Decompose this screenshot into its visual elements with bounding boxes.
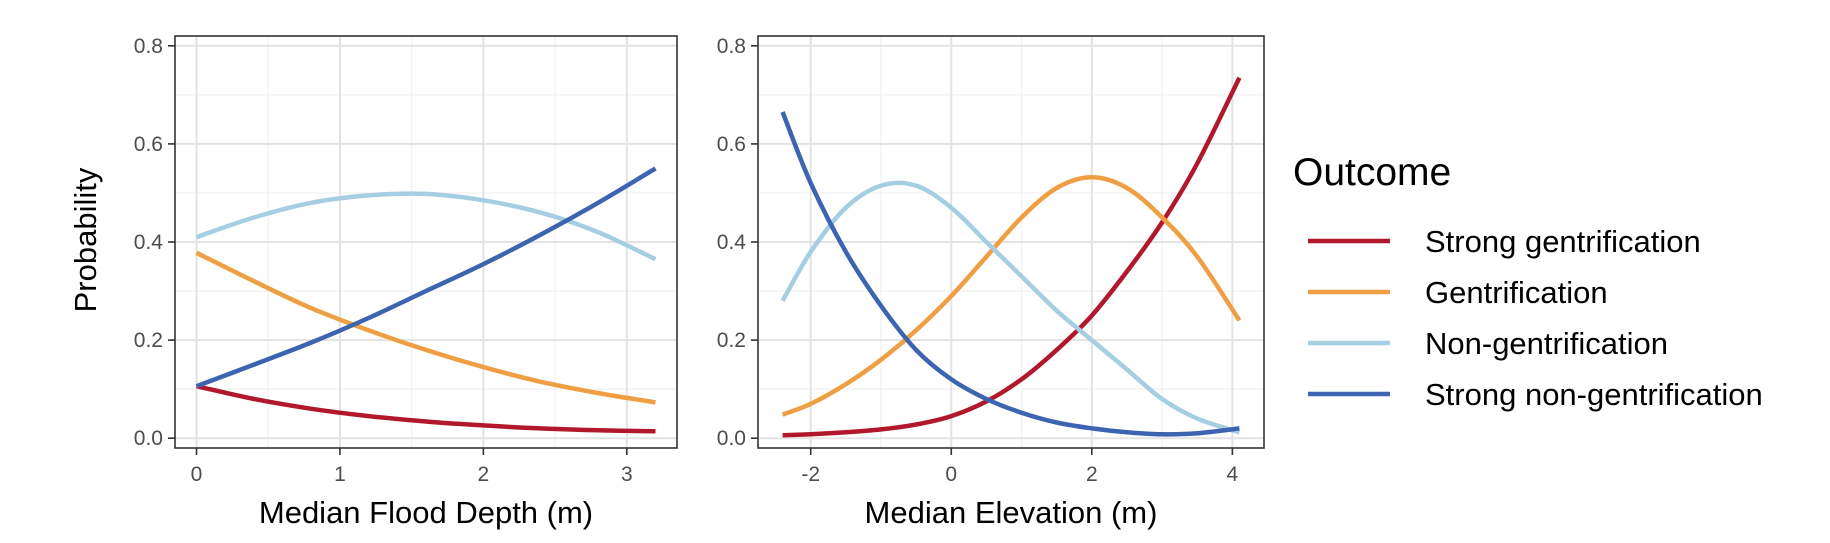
x-tick-label: 1 — [334, 463, 346, 486]
x-axis-title: Median Flood Depth (m) — [259, 495, 593, 530]
series-line-gentrification — [195, 250, 656, 405]
elevation-panel: 0.0 0.2 0.4 0.6 0.8 -2 0 2 4 Median Elevation (m) — [717, 35, 1265, 530]
legend-label: Strong non-gentrification — [1425, 377, 1763, 412]
x-tick-label: 2 — [478, 463, 490, 486]
series-line-strong-non-gentrification — [780, 111, 1240, 437]
series-line-non-gentrification — [195, 191, 657, 262]
series-line-strong-gentrification — [196, 384, 656, 434]
legend-label: Non-gentrification — [1425, 326, 1668, 361]
flood-depth-panel: 0.0 0.2 0.4 0.6 0.8 0 1 2 3 Median Flood Depth (m… — [134, 35, 678, 530]
x-tick-label: 0 — [191, 463, 203, 486]
legend-label: Strong gentrification — [1425, 224, 1701, 259]
series-line-gentrification — [781, 175, 1242, 417]
y-tick-label: 0.4 — [717, 231, 747, 254]
series-line-non-gentrification — [780, 180, 1241, 435]
series-line-strong-gentrification — [782, 76, 1242, 438]
y-tick-label: 0.0 — [134, 427, 163, 450]
series-line-strong-non-gentrification — [195, 166, 657, 389]
y-axis-title: Probability — [68, 167, 103, 312]
y-tick-label: 0.2 — [134, 329, 163, 352]
x-tick-label: -2 — [801, 463, 820, 486]
y-tick-label: 0.0 — [717, 427, 746, 450]
y-tick-label: 0.8 — [717, 35, 746, 58]
y-tick-label: 0.6 — [717, 133, 746, 156]
legend-label: Gentrification — [1425, 275, 1608, 310]
legend: Outcome Strong gentrification Gentrificat… — [1293, 151, 1763, 412]
x-tick-label: 2 — [1086, 463, 1098, 486]
y-tick-label: 0.2 — [717, 329, 746, 352]
x-tick-label: 4 — [1227, 463, 1239, 486]
x-tick-label: 0 — [945, 463, 957, 486]
x-tick-label: 3 — [621, 463, 633, 486]
y-tick-label: 0.8 — [134, 35, 163, 58]
x-axis-title: Median Elevation (m) — [865, 495, 1158, 530]
y-tick-label: 0.4 — [134, 231, 164, 254]
y-tick-label: 0.6 — [134, 133, 163, 156]
legend-title: Outcome — [1293, 151, 1451, 194]
